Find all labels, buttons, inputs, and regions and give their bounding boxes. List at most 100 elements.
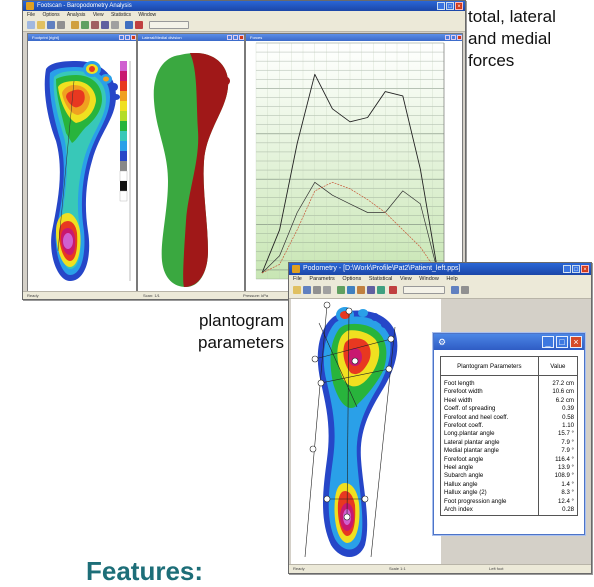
table-row: Heel width 6.2 cm bbox=[441, 396, 578, 406]
parameter-name: Coeff. of spreading bbox=[444, 405, 496, 413]
plantogram-markers bbox=[309, 301, 395, 521]
menu-statistics[interactable]: Statistics bbox=[110, 12, 131, 18]
menu-analysis[interactable]: Analysis bbox=[66, 12, 86, 18]
menu-options[interactable]: Options bbox=[342, 276, 362, 282]
maximize-button[interactable]: □ bbox=[572, 265, 580, 273]
help-button[interactable] bbox=[403, 286, 445, 294]
maximize-button[interactable]: □ bbox=[556, 336, 568, 348]
table-row: Foot length 27.2 cm bbox=[441, 375, 578, 389]
parameter-value: 1.10 bbox=[537, 422, 578, 431]
menu-file[interactable]: File bbox=[293, 276, 302, 282]
app-icon bbox=[26, 2, 34, 10]
close-button[interactable]: × bbox=[455, 2, 463, 10]
chart-icon[interactable] bbox=[91, 21, 99, 29]
table-row: Arch index 0.28 bbox=[441, 506, 578, 515]
panel-title-text: Lateral/Medial division bbox=[142, 35, 182, 40]
menu-window[interactable]: Window bbox=[419, 276, 439, 282]
save-icon[interactable] bbox=[47, 21, 55, 29]
table-icon[interactable] bbox=[111, 21, 119, 29]
plantogram-foot bbox=[317, 307, 398, 557]
caption-line: parameters bbox=[198, 333, 284, 352]
menu-statistical[interactable]: Statistical bbox=[368, 276, 393, 282]
menu-file[interactable]: File bbox=[27, 12, 36, 18]
grid-icon[interactable] bbox=[101, 21, 109, 29]
help-button[interactable] bbox=[149, 21, 189, 29]
minimize-icon[interactable] bbox=[119, 35, 124, 40]
maximize-icon[interactable] bbox=[451, 35, 456, 40]
zoom-icon[interactable] bbox=[125, 21, 133, 29]
stop-icon[interactable] bbox=[389, 286, 397, 294]
status-bar: Ready Scale 1:1 Left foot bbox=[289, 564, 591, 573]
parameter-value: 6.2 cm bbox=[537, 396, 578, 406]
status-foot: Left foot bbox=[489, 566, 504, 571]
minimize-button[interactable]: _ bbox=[563, 265, 571, 273]
maximize-icon[interactable] bbox=[233, 35, 238, 40]
copy-icon[interactable] bbox=[323, 286, 331, 294]
new-icon[interactable] bbox=[27, 21, 35, 29]
table-row: Hallux angle (2) 8.3 ° bbox=[441, 489, 578, 498]
parameter-name: Forefoot width bbox=[444, 388, 483, 396]
parameter-name: Heel angle bbox=[444, 464, 474, 472]
minimize-button[interactable]: _ bbox=[542, 336, 554, 348]
minimize-icon[interactable] bbox=[445, 35, 450, 40]
parameter-value: 15.7 ° bbox=[537, 430, 578, 439]
table-row: Forefoot and heel coeff. 0.58 bbox=[441, 413, 578, 423]
close-button[interactable]: × bbox=[581, 265, 589, 273]
minimize-icon[interactable] bbox=[227, 35, 232, 40]
status-scale: Scale 1:1 bbox=[389, 566, 406, 571]
window-titlebar[interactable]: Podometry - [D:\Work\Profile\Pat2\Patien… bbox=[289, 263, 591, 275]
parameter-name: Forefoot and heel coeff. bbox=[444, 413, 509, 421]
settings-icon[interactable] bbox=[461, 286, 469, 294]
dialog-titlebar[interactable]: ⚙ _ □ × bbox=[434, 334, 584, 350]
parameters-table: Plantogram Parameters Value Foot length 2… bbox=[440, 356, 579, 516]
panel-title[interactable]: Footprint [right] bbox=[28, 34, 136, 41]
foot-icon[interactable] bbox=[337, 286, 345, 294]
menu-window[interactable]: Window bbox=[138, 12, 157, 18]
forces-chart bbox=[255, 42, 445, 280]
window-titlebar[interactable]: Footscan - Baropodometry Analysis _ □ × bbox=[23, 1, 465, 11]
grid-icon[interactable] bbox=[367, 286, 375, 294]
close-icon[interactable] bbox=[457, 35, 462, 40]
close-button[interactable]: × bbox=[570, 336, 582, 348]
scan-icon[interactable] bbox=[71, 21, 79, 29]
status-scan: Scan: 1/1 bbox=[143, 293, 160, 298]
header-parameter: Plantogram Parameters bbox=[440, 356, 539, 376]
table-row: Forefoot angle 116.4 ° bbox=[441, 455, 578, 465]
parameter-name: Subarch angle bbox=[444, 472, 484, 480]
settings-icon: ⚙ bbox=[438, 337, 447, 347]
layout-icon[interactable] bbox=[451, 286, 459, 294]
table-icon[interactable] bbox=[377, 286, 385, 294]
close-icon[interactable] bbox=[131, 35, 136, 40]
angle-icon[interactable] bbox=[347, 286, 355, 294]
panel-title[interactable]: Forces bbox=[246, 34, 462, 41]
panel-title[interactable]: Lateral/Medial division bbox=[138, 34, 244, 41]
footprint-heatmap bbox=[44, 61, 131, 281]
parameter-value: 7.9 ° bbox=[537, 438, 578, 448]
maximize-button[interactable]: □ bbox=[446, 2, 454, 10]
open-icon[interactable] bbox=[37, 21, 45, 29]
menu-options[interactable]: Options bbox=[42, 12, 60, 18]
save-icon[interactable] bbox=[303, 286, 311, 294]
status-unit: Pressure: kPa bbox=[243, 293, 269, 298]
minimize-button[interactable]: _ bbox=[437, 2, 445, 10]
open-icon[interactable] bbox=[293, 286, 301, 294]
lateral-medial-map bbox=[153, 53, 230, 287]
series-line bbox=[261, 73, 439, 274]
measure-icon[interactable] bbox=[357, 286, 365, 294]
print-icon[interactable] bbox=[313, 286, 321, 294]
foot-icon[interactable] bbox=[81, 21, 89, 29]
menu-bar: File Parametrs Options Statistical View … bbox=[289, 275, 591, 284]
table-row: Subarch angle 108.9 ° bbox=[441, 472, 578, 481]
menu-view[interactable]: View bbox=[399, 276, 412, 282]
stop-icon[interactable] bbox=[135, 21, 143, 29]
parameter-name: Medial plantar angle bbox=[444, 447, 499, 455]
print-icon[interactable] bbox=[57, 21, 65, 29]
parameter-value: 116.4 ° bbox=[537, 455, 578, 465]
menu-parameters[interactable]: Parametrs bbox=[309, 276, 335, 282]
close-icon[interactable] bbox=[239, 35, 244, 40]
maximize-icon[interactable] bbox=[125, 35, 130, 40]
menu-view[interactable]: View bbox=[92, 12, 104, 18]
menu-help[interactable]: Help bbox=[446, 276, 458, 282]
analysis-window: Footscan - Baropodometry Analysis _ □ × … bbox=[22, 0, 466, 300]
forces-panel: Forces bbox=[245, 33, 463, 293]
